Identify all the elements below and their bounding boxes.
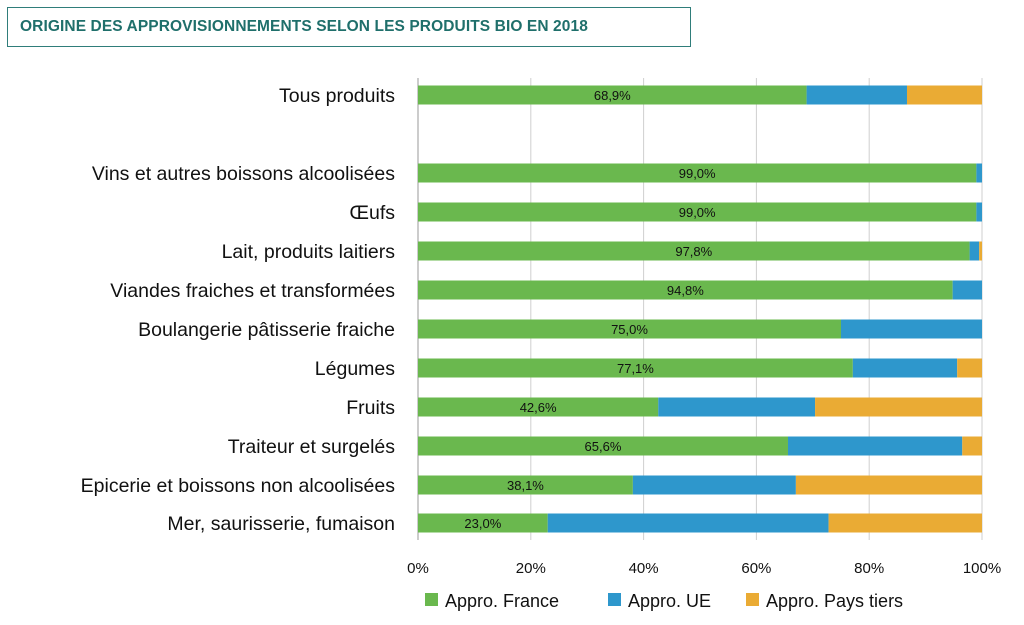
legend-label: Appro. UE bbox=[628, 591, 711, 611]
bar-segment bbox=[418, 475, 633, 495]
bar-segment bbox=[418, 436, 788, 456]
bar-segment bbox=[957, 358, 982, 378]
bar-segment bbox=[547, 513, 829, 533]
category-label: Epicerie et boissons non alcoolisées bbox=[81, 475, 396, 497]
bar-segment bbox=[976, 163, 982, 183]
category-label: Viandes fraiches et transformées bbox=[110, 280, 395, 302]
bar-segment bbox=[906, 85, 982, 105]
x-tick-label: 0% bbox=[407, 560, 429, 577]
category-label: Légumes bbox=[315, 358, 395, 380]
legend: Appro. France Appro. UE Appro. Pays tiers bbox=[425, 591, 903, 611]
x-axis-ticks: 0% 20% 40% 60% 80% 100% bbox=[407, 560, 1001, 577]
bar-segment bbox=[979, 241, 982, 261]
bar-segment bbox=[969, 241, 980, 261]
legend-swatch bbox=[425, 593, 438, 606]
bar-segment bbox=[852, 358, 958, 378]
category-label: Œufs bbox=[349, 202, 395, 224]
legend-label: Appro. France bbox=[445, 591, 559, 611]
x-tick-label: 80% bbox=[854, 560, 884, 577]
data-label: 75,0% bbox=[611, 322, 648, 337]
bar-segment bbox=[952, 280, 982, 300]
category-label: Boulangerie pâtisserie fraiche bbox=[138, 319, 395, 341]
bar-segment bbox=[658, 397, 816, 417]
category-labels: Tous produits Vins et autres boissons alc… bbox=[81, 85, 396, 535]
bar-segment bbox=[418, 85, 807, 105]
data-label: 97,8% bbox=[675, 244, 712, 259]
data-label: 42,6% bbox=[520, 400, 557, 415]
data-label: 94,8% bbox=[667, 283, 704, 298]
category-label: Mer, saurisserie, fumaison bbox=[167, 513, 395, 535]
bars bbox=[418, 85, 982, 533]
bar-segment bbox=[418, 241, 970, 261]
legend-swatch bbox=[608, 593, 621, 606]
bar-segment bbox=[815, 397, 982, 417]
bar-segment bbox=[828, 513, 982, 533]
data-label: 68,9% bbox=[594, 88, 631, 103]
bar-segment bbox=[787, 436, 963, 456]
data-labels: 68,9% 99,0% 99,0% 97,8% 94,8% 75,0% 77,1% 42,6%… bbox=[464, 88, 716, 531]
category-label: Traiteur et surgelés bbox=[228, 436, 396, 458]
bar-segment bbox=[841, 319, 982, 339]
bar-segment bbox=[795, 475, 982, 495]
data-label: 99,0% bbox=[679, 166, 716, 181]
data-label: 23,0% bbox=[464, 516, 501, 531]
x-tick-label: 100% bbox=[963, 560, 1001, 577]
bar-segment bbox=[418, 319, 841, 339]
data-label: 77,1% bbox=[617, 361, 654, 376]
legend-label: Appro. Pays tiers bbox=[766, 591, 903, 611]
bar-segment bbox=[632, 475, 796, 495]
bar-segment bbox=[418, 163, 977, 183]
category-label: Tous produits bbox=[279, 85, 395, 107]
gridlines bbox=[417, 78, 983, 540]
bar-segment bbox=[976, 202, 982, 222]
chart-title: ORIGINE DES APPROVISIONNEMENTS SELON LES… bbox=[7, 7, 691, 47]
category-label: Vins et autres boissons alcoolisées bbox=[92, 163, 395, 185]
bar-segment bbox=[418, 513, 548, 533]
x-tick-label: 60% bbox=[741, 560, 771, 577]
data-label: 38,1% bbox=[507, 478, 544, 493]
bar-segment bbox=[962, 436, 982, 456]
bar-segment bbox=[806, 85, 907, 105]
bar-segment bbox=[418, 280, 953, 300]
bar-segment bbox=[418, 397, 659, 417]
x-tick-label: 40% bbox=[629, 560, 659, 577]
data-label: 65,6% bbox=[585, 439, 622, 454]
legend-swatch bbox=[746, 593, 759, 606]
data-label: 99,0% bbox=[679, 205, 716, 220]
bar-segment bbox=[418, 202, 977, 222]
bar-segment bbox=[418, 358, 853, 378]
category-label: Lait, produits laitiers bbox=[222, 241, 396, 263]
category-label: Fruits bbox=[346, 397, 395, 419]
x-tick-label: 20% bbox=[516, 560, 546, 577]
